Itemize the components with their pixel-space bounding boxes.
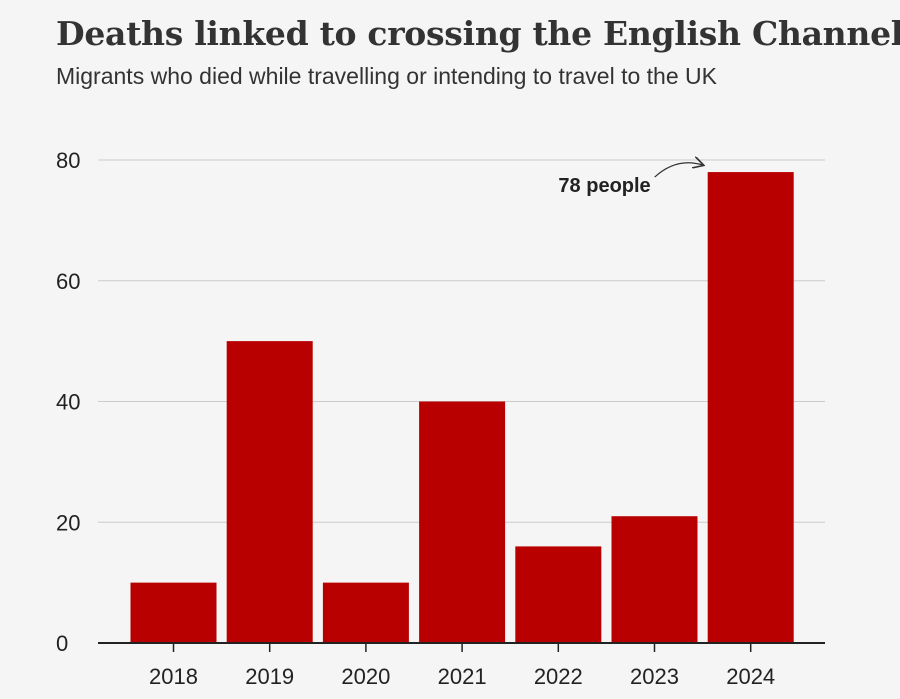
y-axis-ticks: 0 20 40 60 80 [56, 148, 80, 656]
x-tick-label: 2024 [726, 664, 775, 689]
bar-2019 [226, 341, 313, 643]
y-tick-label: 60 [56, 269, 80, 294]
bars [130, 172, 794, 643]
x-tick-label: 2023 [630, 664, 679, 689]
bar-2022 [515, 546, 602, 643]
annotation-arrow [654, 163, 703, 178]
chart-subtitle: Migrants who died while travelling or in… [56, 63, 717, 89]
y-tick-label: 80 [56, 148, 80, 173]
y-tick-label: 20 [56, 510, 80, 535]
bar-2023 [611, 516, 698, 643]
x-axis-ticks: 2018 2019 2020 2021 2022 2023 2024 [149, 643, 775, 689]
x-tick-label: 2019 [245, 664, 294, 689]
x-tick-label: 2022 [534, 664, 583, 689]
bar-2018 [130, 582, 217, 643]
x-tick-label: 2018 [149, 664, 198, 689]
y-tick-label: 0 [56, 631, 68, 656]
annotation-label: 78 people [558, 175, 650, 197]
x-tick-label: 2020 [341, 664, 390, 689]
bar-2024 [707, 172, 794, 643]
y-tick-label: 40 [56, 390, 80, 415]
bar-2020 [322, 582, 409, 643]
chart-title: Deaths linked to crossing the English Ch… [56, 14, 900, 53]
bar-2021 [419, 401, 506, 643]
x-tick-label: 2021 [438, 664, 487, 689]
